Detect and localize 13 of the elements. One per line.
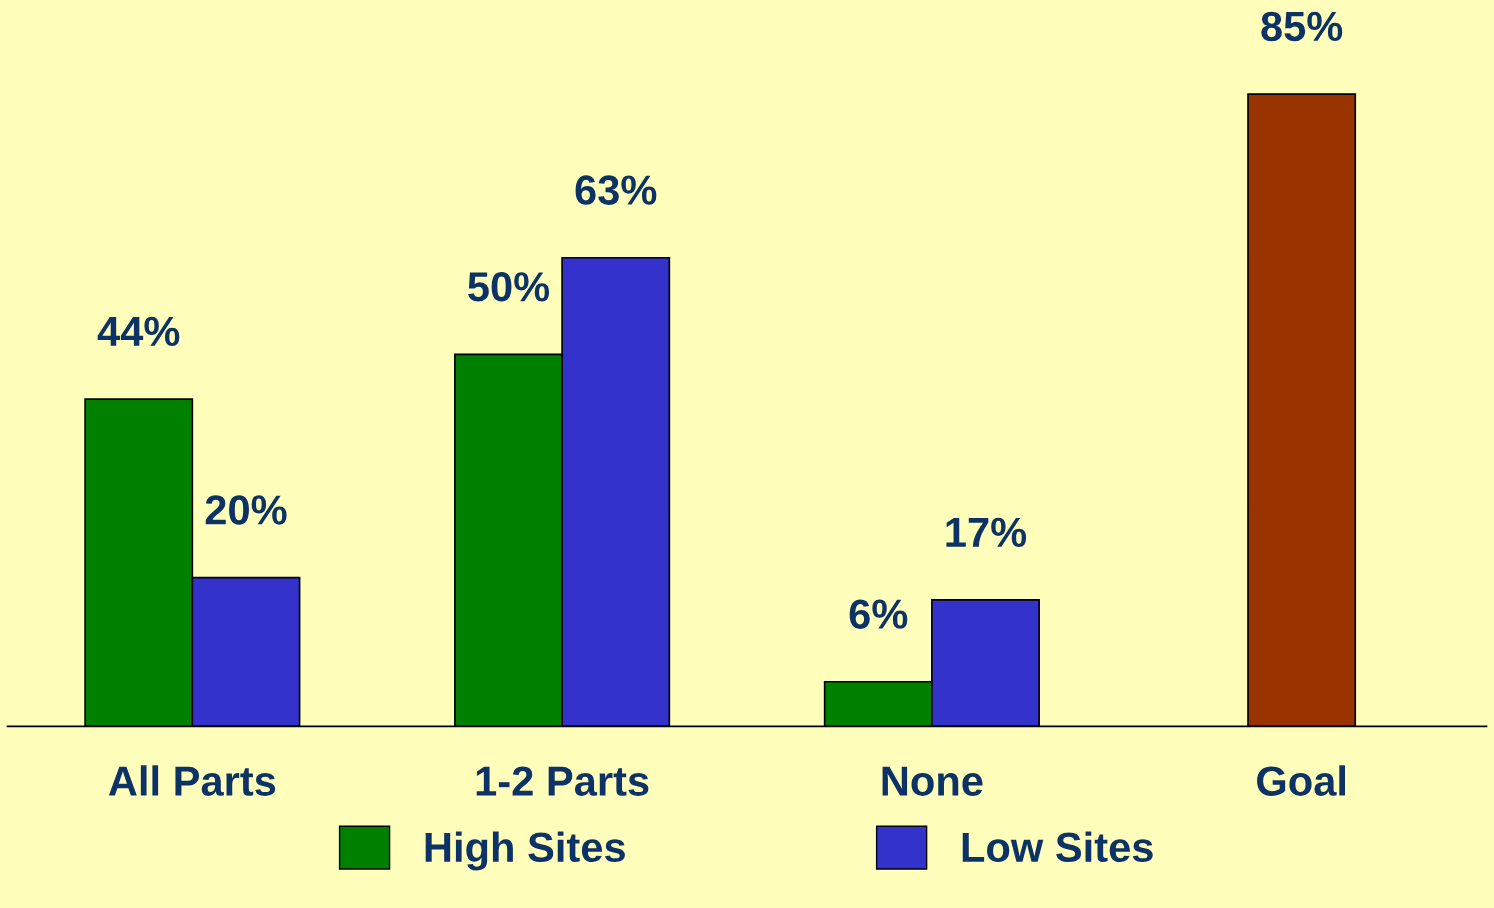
data-label: 44% bbox=[97, 316, 180, 347]
x-tick-label: None bbox=[882, 766, 983, 796]
x-tick-label: Goal bbox=[1257, 765, 1346, 796]
data-label: 20% bbox=[205, 495, 287, 525]
x-tick-label: 1-2 Parts bbox=[476, 766, 649, 796]
data-label: 6% bbox=[849, 599, 908, 629]
data-label: 85% bbox=[1261, 11, 1343, 42]
legend-label: High Sites bbox=[425, 831, 625, 871]
data-label: 17% bbox=[946, 517, 1027, 547]
x-tick-label: All Parts bbox=[108, 765, 276, 796]
legend-label: Low Sites bbox=[962, 831, 1153, 863]
data-label: 50% bbox=[468, 272, 550, 302]
data-label: 63% bbox=[575, 175, 657, 205]
